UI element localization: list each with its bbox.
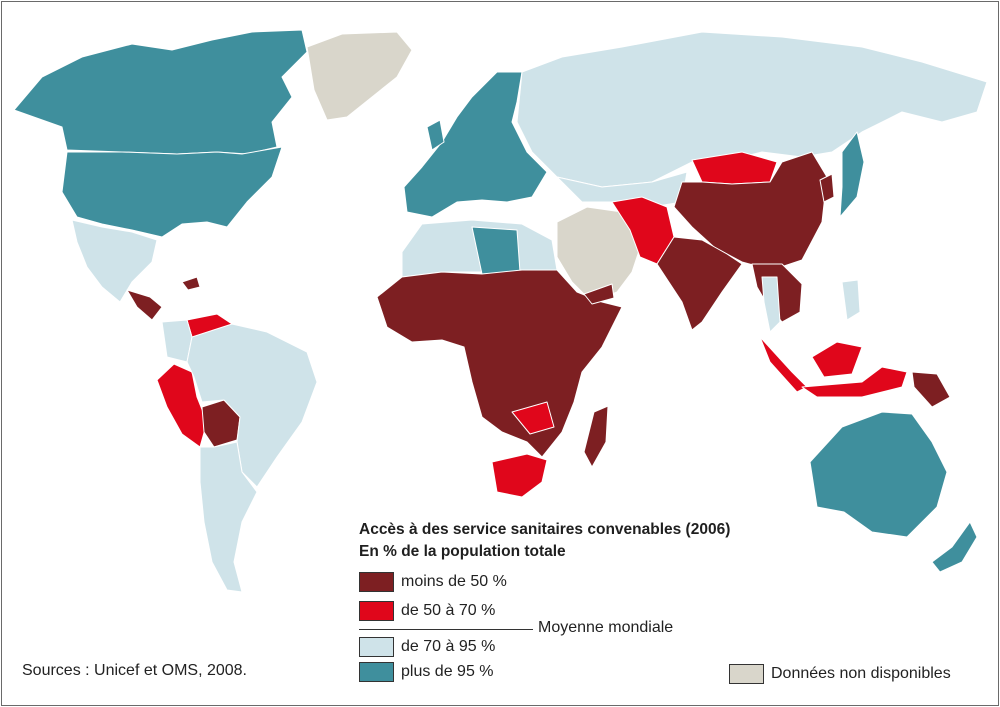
world-average-line [359, 629, 533, 630]
legend-item-70-95: de 70 à 95 % [359, 636, 495, 658]
legend-label: plus de 95 % [401, 663, 494, 680]
region-brazil [186, 323, 318, 488]
source-note: Sources : Unicef et OMS, 2008. [22, 662, 247, 679]
region-canada [13, 29, 308, 155]
legend-label: de 50 à 70 % [401, 602, 496, 619]
region-central-america [126, 289, 163, 321]
region-usa [61, 146, 283, 238]
region-middle-east [556, 206, 643, 303]
region-china [673, 151, 828, 271]
region-australia [809, 411, 948, 538]
region-madagascar [583, 405, 609, 468]
region-mexico [71, 219, 158, 303]
legend-swatch [359, 662, 394, 682]
legend-item-gt95: plus de 95 % [359, 661, 494, 683]
world-average-label: Moyenne mondiale [538, 619, 674, 636]
region-india [656, 236, 743, 331]
region-south-cone [199, 441, 258, 593]
region-japan [839, 131, 865, 218]
region-greenland [306, 31, 413, 121]
region-papua-new-guinea [911, 371, 951, 408]
region-korea [819, 173, 835, 203]
region-borneo [811, 341, 863, 378]
region-indonesia-east [801, 366, 908, 398]
legend-swatch-no-data [729, 664, 764, 684]
region-western-europe [403, 71, 548, 218]
region-indonesia-sumatra [759, 336, 808, 393]
legend-swatch [359, 637, 394, 657]
region-sub-saharan-africa [376, 269, 623, 458]
legend-swatch [359, 572, 394, 592]
region-south-africa [491, 453, 548, 498]
legend-item-no-data: Données non disponibles [729, 664, 951, 684]
legend-item-50-70: de 50 à 70 % [359, 600, 495, 622]
region-philippines [841, 279, 861, 321]
region-uk [426, 119, 445, 151]
legend-item-lt50: moins de 50 % [359, 571, 507, 593]
region-new-zealand [931, 521, 978, 573]
legend-subtitle: En % de la population totale [359, 543, 566, 560]
region-caribbean [181, 276, 201, 291]
region-zambia [511, 401, 555, 435]
region-colombia [161, 319, 193, 363]
legend-label-no-data: Données non disponibles [771, 665, 951, 682]
legend-swatch [359, 601, 394, 621]
legend-title: Accès à des service sanitaires convenabl… [359, 521, 731, 538]
region-thailand [761, 276, 781, 333]
region-yemen [583, 283, 615, 305]
legend-label: moins de 50 % [401, 573, 507, 590]
legend-label: de 70 à 95 % [401, 638, 496, 655]
